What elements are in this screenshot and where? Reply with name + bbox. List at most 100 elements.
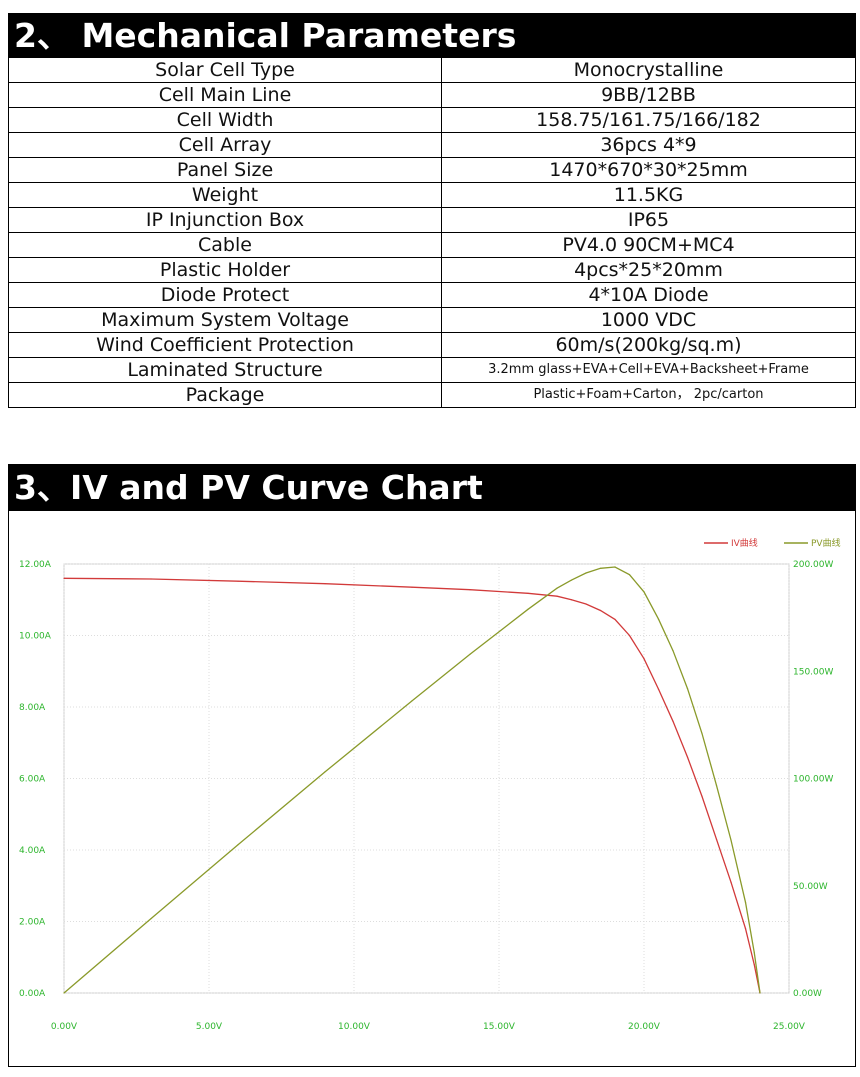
iv-point bbox=[753, 963, 755, 965]
spec-label: Cell Width bbox=[8, 107, 442, 133]
spec-value: 9BB/12BB bbox=[441, 82, 856, 108]
iv-curve-line bbox=[63, 577, 761, 994]
iv-point bbox=[237, 580, 239, 582]
pv-point bbox=[63, 992, 65, 994]
x-tick-label: 10.00V bbox=[338, 1022, 371, 1032]
spec-row: Package Plastic+Foam+Carton， 2pc/carton bbox=[8, 382, 856, 408]
iv-point bbox=[686, 756, 689, 758]
spec-row: Cell Width 158.75/161.75/166/182 bbox=[8, 107, 856, 133]
spec-value: 1000 VDC bbox=[441, 307, 856, 333]
spec-value: IP65 bbox=[441, 207, 856, 233]
pv-point bbox=[556, 587, 558, 589]
iv-point bbox=[469, 589, 471, 591]
y-left-tick-label: 12.00A bbox=[19, 560, 52, 570]
spec-value: 11.5KG bbox=[441, 182, 856, 208]
pv-point bbox=[614, 566, 616, 568]
iv-point bbox=[585, 603, 587, 605]
iv-point bbox=[628, 634, 631, 637]
x-tick-label: 0.00V bbox=[51, 1022, 78, 1032]
pv-point bbox=[730, 839, 732, 841]
pv-point bbox=[150, 917, 152, 920]
spec-value: Plastic+Foam+Carton， 2pc/carton bbox=[441, 382, 856, 408]
iv-pv-chart-frame: 0.00V 5.00V 10.00V 15.00V 20.00V 25.00V 0.00A 2… bbox=[8, 510, 856, 1067]
legend-label: IV曲线 bbox=[731, 537, 758, 549]
spec-value: 3.2mm glass+EVA+Cell+EVA+Backsheet+Frame bbox=[441, 357, 856, 383]
iv-point bbox=[643, 658, 645, 660]
pv-point bbox=[628, 574, 631, 576]
y-right-tick-label: 0.00W bbox=[793, 989, 822, 999]
spec-label: Cell Main Line bbox=[8, 82, 442, 108]
spec-value: 1470*670*30*25mm bbox=[441, 157, 856, 183]
x-tick-label: 25.00V bbox=[773, 1022, 806, 1032]
pv-point bbox=[686, 688, 689, 690]
pv-point bbox=[753, 951, 755, 953]
iv-point bbox=[63, 577, 65, 579]
section-title-curve-chart: 3、IV and PV Curve Chart bbox=[8, 464, 856, 510]
legend-label: PV曲线 bbox=[811, 537, 841, 549]
spec-label: Package bbox=[8, 382, 442, 408]
mechanical-parameters-table: Solar Cell Type Monocrystalline Cell Main … bbox=[8, 57, 856, 408]
spec-label: Maximum System Voltage bbox=[8, 307, 442, 333]
spec-value: 4*10A Diode bbox=[441, 282, 856, 308]
iv-pv-chart: 0.00V 5.00V 10.00V 15.00V 20.00V 25.00V 0.00A 2… bbox=[19, 537, 841, 1032]
pv-point bbox=[715, 784, 718, 786]
y-right-tick-label: 150.00W bbox=[793, 667, 833, 677]
pv-point bbox=[759, 992, 761, 994]
spec-label: Diode Protect bbox=[8, 282, 442, 308]
iv-point bbox=[730, 881, 732, 883]
spec-label: IP Injunction Box bbox=[8, 207, 442, 233]
spec-label: Wind Coefficient Protection bbox=[8, 332, 442, 358]
iv-point bbox=[570, 599, 573, 601]
iv-point bbox=[527, 592, 529, 594]
spec-row: Solar Cell Type Monocrystalline bbox=[8, 57, 856, 83]
pv-point bbox=[672, 650, 674, 652]
spec-label: Solar Cell Type bbox=[8, 57, 442, 83]
y-left-tick-label: 10.00A bbox=[19, 632, 52, 642]
pv-point bbox=[657, 618, 660, 620]
pv-point bbox=[643, 591, 645, 593]
spec-row: Maximum System Voltage 1000 VDC bbox=[8, 307, 856, 333]
iv-point bbox=[672, 720, 674, 722]
spec-value: 158.75/161.75/166/182 bbox=[441, 107, 856, 133]
spec-label: Panel Size bbox=[8, 157, 442, 183]
y-right-tick-label: 50.00W bbox=[793, 882, 828, 892]
spec-label: Cable bbox=[8, 232, 442, 258]
spec-row: Laminated Structure 3.2mm glass+EVA+Cell+… bbox=[8, 357, 856, 383]
y-left-tick-label: 0.00A bbox=[19, 989, 46, 999]
pv-point bbox=[324, 771, 326, 773]
spec-row: Cell Main Line 9BB/12BB bbox=[8, 82, 856, 108]
iv-point bbox=[657, 688, 660, 690]
iv-point bbox=[556, 595, 558, 597]
spec-row: Cell Array 36pcs 4*9 bbox=[8, 132, 856, 158]
pv-point bbox=[570, 579, 573, 581]
spec-value: PV4.0 90CM+MC4 bbox=[441, 232, 856, 258]
spec-row: IP Injunction Box IP65 bbox=[8, 207, 856, 233]
spec-label: Plastic Holder bbox=[8, 257, 442, 283]
pv-curve-line bbox=[63, 566, 761, 994]
y-left-tick-label: 8.00A bbox=[19, 703, 46, 713]
iv-point bbox=[744, 928, 747, 930]
spec-label: Laminated Structure bbox=[8, 357, 442, 383]
iv-point bbox=[715, 838, 718, 840]
spec-value: 36pcs 4*9 bbox=[441, 132, 856, 158]
spec-row: Panel Size 1470*670*30*25mm bbox=[8, 157, 856, 183]
spec-value: 60m/s(200kg/sq.m) bbox=[441, 332, 856, 358]
y-right-tick-label: 200.00W bbox=[793, 560, 833, 570]
y-left-tick-label: 4.00A bbox=[19, 846, 46, 856]
pv-point bbox=[411, 700, 413, 702]
pv-point bbox=[527, 608, 529, 610]
x-tick-label: 5.00V bbox=[196, 1022, 223, 1032]
pv-point bbox=[585, 572, 587, 574]
spec-value: Monocrystalline bbox=[441, 57, 856, 83]
pv-point bbox=[469, 653, 471, 655]
spec-row: Wind Coefficient Protection 60m/s(200kg/s… bbox=[8, 332, 856, 358]
spec-label: Cell Array bbox=[8, 132, 442, 158]
iv-point bbox=[599, 609, 602, 612]
y-left-tick-label: 2.00A bbox=[19, 918, 46, 928]
spec-row: Weight 11.5KG bbox=[8, 182, 856, 208]
spec-row: Cable PV4.0 90CM+MC4 bbox=[8, 232, 856, 258]
iv-point bbox=[411, 586, 413, 588]
iv-point bbox=[701, 795, 703, 797]
iv-point bbox=[614, 618, 616, 621]
y-left-tick-label: 6.00A bbox=[19, 775, 46, 785]
